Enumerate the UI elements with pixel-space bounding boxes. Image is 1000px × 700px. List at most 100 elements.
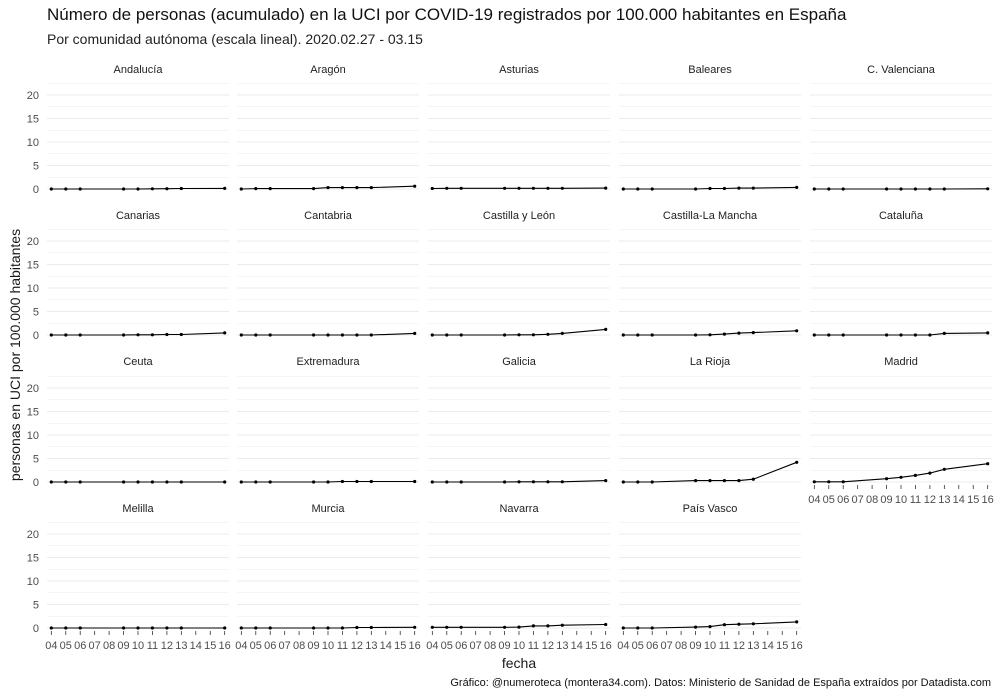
data-point bbox=[268, 480, 272, 484]
x-tick-label: 15 bbox=[204, 640, 216, 652]
x-tick-label: 05 bbox=[60, 640, 72, 652]
y-tick-label: 15 bbox=[27, 260, 39, 272]
data-point bbox=[621, 626, 625, 630]
x-tick-label: 16 bbox=[219, 640, 231, 652]
x-tick-label: 11 bbox=[719, 640, 730, 652]
data-point bbox=[899, 475, 903, 479]
data-point bbox=[531, 624, 536, 628]
x-tick-label: 07 bbox=[89, 640, 101, 652]
data-point bbox=[445, 333, 449, 337]
facet-panel: Andalucía 0 5 10 15 20 bbox=[27, 64, 229, 196]
facet-strip-label: Ceuta bbox=[123, 356, 153, 368]
data-point bbox=[326, 333, 330, 337]
data-point bbox=[430, 625, 434, 629]
data-point bbox=[413, 625, 417, 629]
x-tick-label: 15 bbox=[776, 640, 788, 652]
data-point bbox=[636, 626, 640, 630]
x-tick-label: 04 bbox=[617, 640, 629, 652]
data-point bbox=[751, 186, 755, 190]
data-point bbox=[560, 331, 564, 335]
x-tick-label: 12 bbox=[733, 640, 745, 652]
data-point bbox=[621, 333, 625, 337]
x-tick-label: 09 bbox=[880, 494, 892, 506]
y-tick-label: 20 bbox=[27, 90, 39, 102]
facet-panel: Ceuta 0 5 10 15 20 bbox=[27, 356, 229, 489]
x-tick-label: 07 bbox=[279, 640, 291, 652]
facet-strip-label: Cantabria bbox=[304, 210, 353, 222]
x-tick-label: 12 bbox=[161, 640, 173, 652]
data-point bbox=[546, 480, 550, 484]
data-point bbox=[268, 626, 272, 630]
facet-panel: Castilla-La Mancha bbox=[619, 210, 801, 337]
x-tick-label: 10 bbox=[704, 640, 716, 652]
x-tick-label: 13 bbox=[747, 640, 759, 652]
facet-strip-label: Baleares bbox=[688, 64, 732, 76]
facet-strip-label: C. Valenciana bbox=[867, 64, 936, 76]
data-point bbox=[326, 480, 330, 484]
data-point bbox=[122, 187, 126, 191]
data-point bbox=[459, 333, 463, 337]
data-point bbox=[650, 333, 654, 337]
x-tick-label: 10 bbox=[895, 494, 907, 506]
x-tick-label: 07 bbox=[661, 640, 673, 652]
data-point bbox=[355, 625, 359, 630]
y-tick-label: 0 bbox=[33, 477, 39, 489]
data-point bbox=[560, 186, 564, 190]
x-tick-label: 14 bbox=[571, 640, 583, 652]
facet-panel: País Vasco 04 05 06 07 08 09 10 11 12 13 14 15 16 bbox=[617, 503, 803, 652]
data-point bbox=[136, 187, 140, 191]
data-point bbox=[694, 625, 698, 629]
facet-strip-label: La Rioja bbox=[690, 356, 731, 368]
data-point bbox=[179, 186, 183, 191]
facet-strip-label: Canarias bbox=[116, 210, 161, 222]
chart-caption: Gráfico: @numeroteca (montera34.com). Da… bbox=[450, 677, 991, 689]
data-point bbox=[340, 186, 344, 190]
facet-strip-label: Navarra bbox=[499, 503, 539, 515]
x-tick-label: 06 bbox=[264, 640, 276, 652]
data-point bbox=[268, 333, 272, 337]
x-tick-label: 06 bbox=[837, 494, 849, 506]
data-point bbox=[722, 623, 727, 627]
data-point bbox=[517, 625, 521, 629]
data-point bbox=[445, 186, 449, 190]
data-point bbox=[827, 333, 831, 337]
x-tick-label: 06 bbox=[455, 640, 467, 652]
y-tick-label: 15 bbox=[27, 114, 39, 126]
data-point bbox=[430, 186, 434, 191]
data-point bbox=[254, 480, 258, 484]
data-point bbox=[795, 620, 799, 624]
y-tick-label: 10 bbox=[27, 430, 39, 442]
x-tick-label: 14 bbox=[380, 640, 392, 652]
facet-strip-label: Galicia bbox=[502, 356, 537, 368]
data-point bbox=[223, 626, 227, 630]
x-tick-label: 11 bbox=[910, 494, 921, 506]
data-point bbox=[503, 333, 507, 337]
data-point bbox=[223, 480, 227, 484]
data-point bbox=[885, 333, 889, 337]
data-point bbox=[986, 331, 990, 335]
facet-panel: Galicia bbox=[428, 356, 610, 484]
x-tick-label: 06 bbox=[74, 640, 86, 652]
data-point bbox=[737, 331, 741, 335]
data-point bbox=[223, 186, 227, 190]
y-axis-title: personas en UCI por 100.000 habitantes bbox=[7, 229, 23, 481]
y-tick-label: 5 bbox=[33, 454, 39, 466]
x-tick-label: 16 bbox=[600, 640, 612, 652]
data-point bbox=[78, 480, 82, 484]
y-tick-label: 10 bbox=[27, 137, 39, 149]
x-tick-label: 13 bbox=[938, 494, 950, 506]
facet-strip-label: Madrid bbox=[884, 356, 918, 368]
data-point bbox=[355, 186, 359, 190]
x-tick-label: 05 bbox=[632, 640, 644, 652]
data-point bbox=[913, 473, 918, 477]
facet-strip-label: Murcia bbox=[311, 503, 345, 515]
facet-panel: Murcia 04 05 06 07 08 09 10 11 12 13 14 15 16 bbox=[235, 503, 421, 652]
x-tick-label: 04 bbox=[426, 640, 438, 652]
x-tick-label: 04 bbox=[235, 640, 247, 652]
x-tick-label: 08 bbox=[293, 640, 305, 652]
data-point bbox=[531, 186, 536, 190]
data-point bbox=[413, 331, 417, 335]
y-tick-label: 10 bbox=[27, 283, 39, 295]
data-point bbox=[841, 333, 845, 337]
